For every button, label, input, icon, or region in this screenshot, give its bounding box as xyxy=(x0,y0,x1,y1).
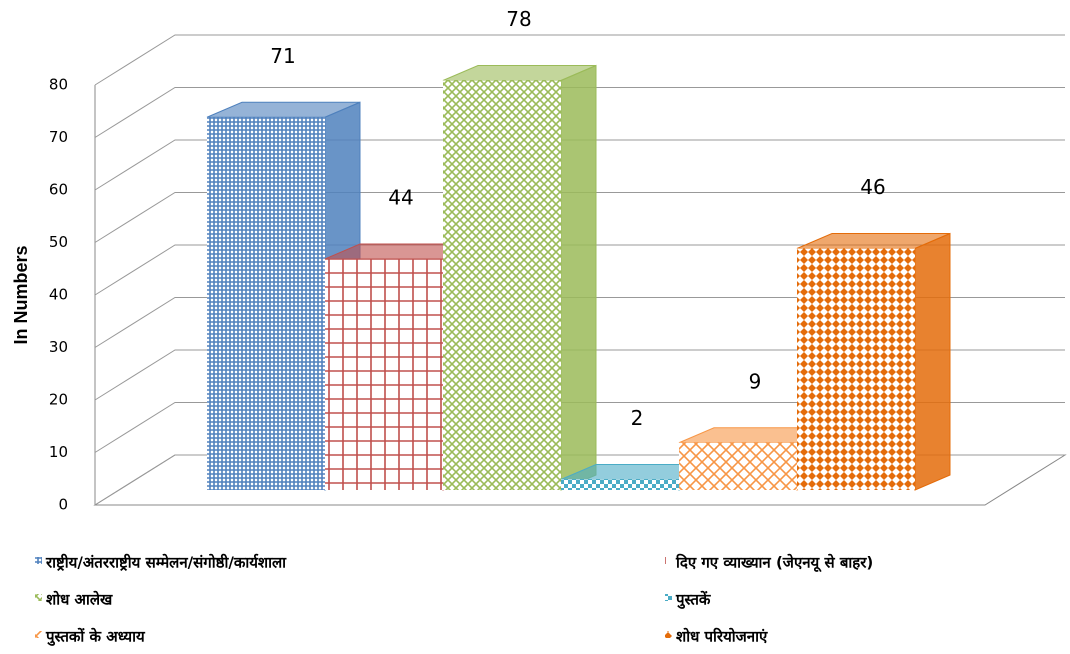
y-tick-label: 40 xyxy=(49,286,68,304)
legend-marker xyxy=(665,594,672,601)
bar xyxy=(797,248,915,490)
grid-line xyxy=(94,139,1065,191)
y-tick-label: 30 xyxy=(49,338,68,356)
legend-label: राष्ट्रीय/अंतरराष्ट्रीय सम्मेलन/संगोष्ठी… xyxy=(45,554,287,572)
data-label: 2 xyxy=(631,406,644,430)
legend-label: शोध परियोजनाएं xyxy=(676,628,768,646)
grid-line xyxy=(94,349,1065,401)
y-tick-label: 20 xyxy=(49,391,68,409)
y-tick-label: 60 xyxy=(49,181,68,199)
legend-label: दिए गए व्याख्यान (जेएनयू से बाहर) xyxy=(675,554,873,573)
legend-marker xyxy=(35,557,42,564)
data-label: 78 xyxy=(506,7,531,31)
grid-line xyxy=(94,34,1065,86)
legend-marker xyxy=(35,594,42,601)
legend-label: शोध आलेख xyxy=(46,591,113,609)
grid-line xyxy=(94,192,1065,243)
legend-label: पुस्तकें xyxy=(675,591,712,610)
legend-marker xyxy=(665,631,672,638)
data-label: 44 xyxy=(388,186,413,210)
data-label: 71 xyxy=(270,44,295,68)
bar-side xyxy=(560,64,597,491)
bar xyxy=(207,117,325,490)
legend-marker xyxy=(665,557,672,564)
bar xyxy=(679,442,797,490)
y-axis-label: In Numbers xyxy=(11,245,31,344)
legend-marker xyxy=(35,631,42,638)
bar xyxy=(325,259,443,490)
grid-line xyxy=(94,87,1065,138)
bar xyxy=(443,80,561,490)
grid-line xyxy=(94,297,1065,348)
grid-line xyxy=(94,244,1065,296)
y-tick-label: 0 xyxy=(58,496,68,514)
y-tick-label: 70 xyxy=(49,128,68,146)
bar-side xyxy=(914,232,951,491)
y-tick-label: 10 xyxy=(49,443,68,461)
y-tick-label: 50 xyxy=(49,233,68,251)
y-tick-label: 80 xyxy=(49,76,68,94)
legend-label: पुस्तकों के अध्याय xyxy=(45,628,146,647)
bar xyxy=(561,479,679,490)
grid-line xyxy=(94,402,1065,453)
data-label: 9 xyxy=(749,369,762,393)
data-label: 46 xyxy=(860,175,885,199)
